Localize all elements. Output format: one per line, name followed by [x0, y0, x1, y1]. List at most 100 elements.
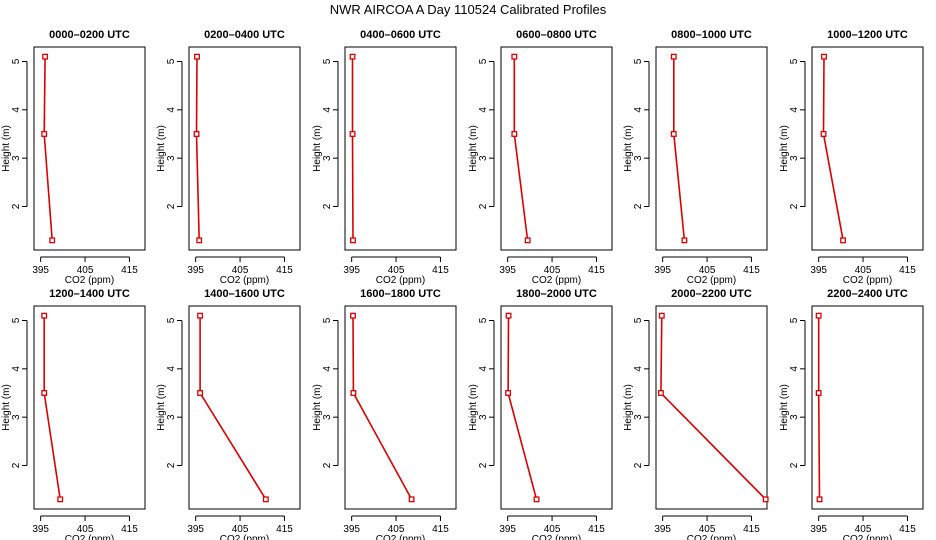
x-tick-label: 405: [544, 524, 561, 535]
plot-frame: [33, 305, 146, 510]
panel-title: 1000–1200 UTC: [827, 29, 908, 41]
y-tick-label: 2: [11, 462, 22, 468]
panel-title: 0400–0600 UTC: [360, 29, 441, 41]
profile-line: [199, 315, 267, 500]
data-point: [840, 237, 847, 244]
x-tick-label: 395: [654, 524, 671, 535]
y-tick-label: 2: [633, 462, 644, 468]
x-tick-label: 415: [899, 524, 916, 535]
x-tick-label: 415: [432, 265, 449, 276]
y-axis-label: Height (m): [468, 125, 479, 172]
y-tick-label: 3: [166, 414, 177, 420]
data-point: [57, 496, 64, 503]
y-tick-label: 2: [478, 462, 489, 468]
y-tick-label: 4: [322, 107, 333, 113]
y-tick-label: 4: [789, 107, 800, 113]
x-tick-label: 405: [699, 524, 716, 535]
x-tick-label: 405: [855, 265, 872, 276]
profile-line: [672, 56, 686, 241]
y-tick-label: 4: [11, 107, 22, 113]
data-point: [350, 312, 356, 319]
x-axis-label: CO2 (ppm): [220, 534, 269, 540]
y-tick-label: 5: [166, 317, 177, 323]
profile-panels: 0000–0200 UTC 395 405 415 CO2 (ppm) 2 3 4 5 Heigh…: [1, 29, 924, 540]
profile-line: [43, 315, 61, 500]
x-tick-label: 415: [899, 265, 916, 276]
plot-frame: [188, 46, 301, 251]
data-point: [41, 390, 48, 396]
x-tick-label: 405: [77, 265, 94, 276]
x-tick-label: 395: [32, 265, 49, 276]
y-tick-label: 5: [11, 317, 22, 323]
data-point: [670, 53, 677, 60]
y-tick-label: 3: [322, 155, 333, 161]
x-tick-label: 395: [32, 524, 49, 535]
profile-line: [195, 56, 200, 241]
y-tick-label: 3: [633, 414, 644, 420]
plot-frame: [500, 305, 613, 510]
data-point: [262, 496, 269, 503]
x-tick-label: 395: [810, 524, 827, 535]
plot-frame: [655, 46, 768, 251]
profile-panel: 1600–1800 UTC 395 405 415 CO2 (ppm) 2 3 4 5 Heigh…: [312, 288, 457, 540]
profile-panel: 0000–0200 UTC 395 405 415 CO2 (ppm) 2 3 4 5 Heigh…: [1, 29, 146, 286]
y-tick-label: 2: [11, 203, 22, 209]
y-tick-label: 2: [633, 203, 644, 209]
plot-frame: [811, 46, 924, 251]
y-tick-label: 3: [789, 155, 800, 161]
y-tick-label: 3: [478, 155, 489, 161]
y-tick-label: 3: [11, 155, 22, 161]
y-tick-label: 2: [789, 203, 800, 209]
data-point: [197, 312, 204, 319]
y-tick-label: 2: [166, 462, 177, 468]
x-tick-label: 395: [187, 265, 204, 276]
data-point: [350, 390, 357, 396]
data-point: [350, 237, 356, 244]
panel-title: 0200–0400 UTC: [204, 29, 285, 41]
profile-line: [43, 56, 53, 241]
x-axis-label: CO2 (ppm): [376, 275, 425, 286]
y-tick-label: 2: [322, 462, 333, 468]
panel-title: 1800–2000 UTC: [516, 288, 597, 300]
profile-panel: 0400–0600 UTC 395 405 415 CO2 (ppm) 2 3 4 5 Heigh…: [312, 29, 457, 286]
x-tick-label: 415: [121, 265, 138, 276]
profile-panel: 2000–2200 UTC 395 405 415 CO2 (ppm) 2 3 4 5 Heigh…: [623, 288, 769, 540]
x-tick-label: 415: [121, 524, 138, 535]
y-tick-label: 4: [633, 366, 644, 372]
data-point: [816, 496, 823, 503]
data-point: [349, 131, 356, 137]
x-tick-label: 415: [276, 265, 293, 276]
profile-line: [507, 315, 538, 500]
x-tick-label: 405: [388, 265, 405, 276]
x-tick-label: 395: [499, 524, 516, 535]
data-point: [821, 53, 827, 60]
data-point: [42, 53, 49, 60]
x-tick-label: 405: [388, 524, 405, 535]
x-axis-label: CO2 (ppm): [843, 275, 892, 286]
y-tick-label: 5: [789, 58, 800, 64]
profile-line: [513, 56, 529, 241]
x-axis-label: CO2 (ppm): [532, 534, 581, 540]
y-axis-label: Height (m): [468, 384, 479, 431]
y-tick-label: 4: [478, 366, 489, 372]
y-tick-label: 5: [166, 58, 177, 64]
plot-frame: [188, 305, 301, 510]
data-point: [533, 496, 540, 503]
panel-title: 0000–0200 UTC: [49, 29, 130, 41]
y-tick-label: 4: [789, 366, 800, 372]
data-point: [196, 237, 203, 244]
x-tick-label: 405: [855, 524, 872, 535]
y-tick-label: 4: [166, 107, 177, 113]
profile-panel: 1200–1400 UTC 395 405 415 CO2 (ppm) 2 3 4 5 Heigh…: [1, 288, 146, 540]
x-tick-label: 395: [654, 265, 671, 276]
profile-line: [660, 315, 767, 500]
panel-title: 1400–1600 UTC: [204, 288, 285, 300]
y-tick-label: 4: [11, 366, 22, 372]
x-tick-label: 415: [432, 524, 449, 535]
x-tick-label: 415: [743, 265, 760, 276]
y-tick-label: 4: [633, 107, 644, 113]
y-tick-label: 2: [789, 462, 800, 468]
y-tick-label: 5: [322, 317, 333, 323]
data-point: [820, 131, 827, 137]
x-axis-label: CO2 (ppm): [532, 275, 581, 286]
